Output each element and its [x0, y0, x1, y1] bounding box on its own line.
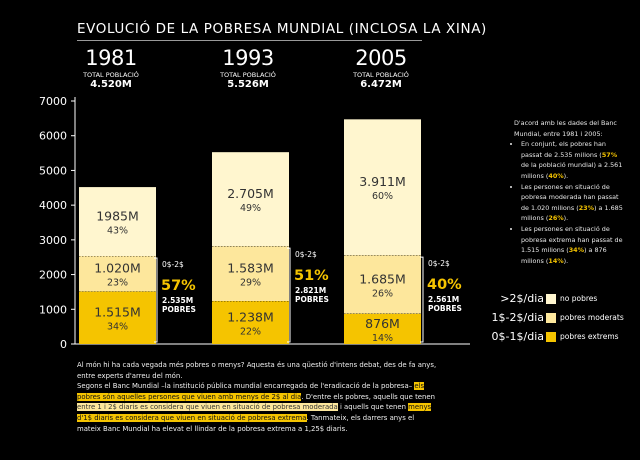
y-tick-label: 4000 — [39, 199, 67, 212]
legend-swatch — [546, 313, 556, 323]
legend-swatch — [546, 294, 556, 304]
poor-count: 2.561M — [428, 295, 459, 304]
bar-segment-moderate — [344, 255, 421, 314]
year-header-2005: 2005 TOTAL POBLACIÓ 6.472M — [326, 47, 436, 90]
sidebar-bullet-total: En conjunt, els pobres han passat de 2.5… — [521, 139, 626, 181]
poor-percent: 57% — [161, 278, 196, 294]
population-label: TOTAL POBLACIÓ — [83, 71, 139, 79]
bar-percent-label: 22% — [240, 327, 261, 338]
bar-segment-nonpoor — [79, 187, 156, 256]
bar-value-label: 1.515M — [94, 305, 141, 320]
year-label: 1981 — [85, 46, 137, 70]
legend-label: pobres moderats — [560, 313, 624, 322]
bar-segment-extreme — [344, 313, 421, 344]
bar-value-label: 1.020M — [94, 261, 141, 276]
legend-item-moderate: 1$-2$/dia pobres moderats — [491, 311, 632, 326]
poor-percent: 40% — [427, 277, 462, 293]
bar-segment-nonpoor — [212, 152, 289, 247]
poor-range-label: 0$-2$ — [162, 260, 184, 269]
year-header-1981: 1981 TOTAL POBLACIÓ 4.520M — [56, 47, 166, 90]
legend-item-extreme: 0$-1$/dia pobres extrems — [491, 330, 632, 345]
bar-percent-label: 49% — [240, 203, 261, 214]
bar-value-label: 876M — [365, 316, 400, 331]
sidebar-note: D'acord amb les dades del Banc Mundial, … — [514, 118, 626, 266]
poor-bracket — [420, 256, 424, 343]
poor-count-label: POBRES — [428, 304, 462, 313]
year-label: 2005 — [355, 46, 407, 70]
poor-bracket — [287, 247, 291, 343]
sidebar-intro: D'acord amb les dades del Banc Mundial, … — [514, 119, 617, 138]
poor-range-label: 0$-2$ — [295, 250, 317, 259]
sidebar-bullet-moderate: Les persones en situació de pobresa mode… — [521, 182, 626, 224]
bar-percent-label: 34% — [107, 322, 128, 333]
y-tick-label: 1000 — [39, 303, 67, 316]
bar-percent-label: 23% — [107, 278, 128, 289]
y-tick-label: 7000 — [39, 95, 67, 108]
population-label: TOTAL POBLACIÓ — [220, 71, 276, 79]
population-value: 4.520M — [90, 79, 132, 90]
legend-label: no pobres — [560, 294, 598, 303]
bar-value-label: 2.705M — [227, 186, 274, 201]
bar-segment-moderate — [212, 246, 289, 302]
year-header-1993: 1993 TOTAL POBLACIÓ 5.526M — [193, 47, 303, 90]
bar-segment-extreme — [79, 291, 156, 344]
population-value: 5.526M — [227, 79, 269, 90]
legend-range: >2$/dia — [500, 292, 544, 305]
bar-value-label: 1.685M — [359, 271, 406, 286]
chart-title: EVOLUCIÓ DE LA POBRESA MUNDIAL (INCLOSA … — [77, 21, 487, 37]
legend-label: pobres extrems — [560, 332, 619, 341]
population-label: TOTAL POBLACIÓ — [353, 71, 409, 79]
sidebar-bullets: En conjunt, els pobres han passat de 2.5… — [514, 139, 626, 266]
body-text: Al món hi ha cada vegada més pobres o me… — [77, 360, 437, 434]
bar-value-label: 1.583M — [227, 261, 274, 276]
bar-percent-label: 43% — [107, 226, 128, 237]
title-divider — [77, 40, 422, 41]
y-tick-label: 6000 — [39, 130, 67, 143]
poor-count: 2.535M — [162, 296, 193, 305]
bar-segment-moderate — [79, 255, 156, 292]
bar-percent-label: 14% — [372, 333, 393, 344]
y-tick-label: 5000 — [39, 164, 67, 177]
poor-count-label: POBRES — [295, 295, 329, 304]
body-paragraph-intro: Al món hi ha cada vegada més pobres o me… — [77, 361, 437, 380]
y-tick-label: 3000 — [39, 234, 67, 247]
legend-item-nonpoor: >2$/dia no pobres — [492, 292, 632, 307]
population-value: 6.472M — [360, 79, 402, 90]
y-tick-label: 0 — [60, 338, 67, 351]
poor-count: 2.821M — [295, 286, 326, 295]
bar-value-label: 1985M — [96, 209, 139, 224]
bar-percent-label: 60% — [372, 191, 393, 202]
poor-range-label: 0$-2$ — [428, 259, 450, 268]
bar-value-label: 3.911M — [359, 174, 406, 189]
highlight-moderate-definition: entre 1 i 2$ diaris es considera que viu… — [77, 403, 338, 412]
bar-value-label: 1.238M — [227, 310, 274, 325]
bar-percent-label: 26% — [372, 288, 393, 299]
bar-percent-label: 29% — [240, 278, 261, 289]
body-paragraph-definition: Segons el Banc Mundial –la institució pú… — [77, 382, 436, 433]
legend-range: 0$-1$/dia — [491, 330, 544, 343]
legend-range: 1$-2$/dia — [491, 311, 544, 324]
poor-bracket — [154, 257, 158, 343]
y-tick-label: 2000 — [39, 269, 67, 282]
poor-count-label: POBRES — [162, 305, 196, 314]
sidebar-bullet-extreme: Les persones en situació de pobresa extr… — [521, 224, 626, 266]
legend-swatch — [546, 332, 556, 342]
bar-segment-extreme — [212, 301, 289, 344]
poor-percent: 51% — [294, 268, 329, 284]
bar-segment-nonpoor — [344, 119, 421, 256]
year-label: 1993 — [222, 46, 274, 70]
